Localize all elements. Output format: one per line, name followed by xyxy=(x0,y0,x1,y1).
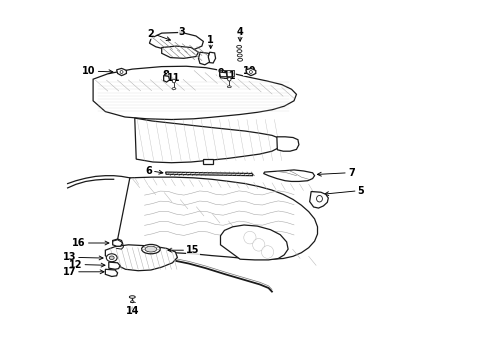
Ellipse shape xyxy=(172,79,175,83)
Polygon shape xyxy=(93,66,296,120)
Text: 7: 7 xyxy=(348,168,355,178)
Text: 6: 6 xyxy=(145,166,152,176)
Text: 3: 3 xyxy=(178,27,185,37)
Ellipse shape xyxy=(109,256,114,260)
Polygon shape xyxy=(162,46,198,58)
Ellipse shape xyxy=(106,254,117,262)
Ellipse shape xyxy=(172,88,176,90)
Ellipse shape xyxy=(227,77,231,81)
Ellipse shape xyxy=(237,54,242,57)
Polygon shape xyxy=(113,239,122,246)
Text: 12: 12 xyxy=(69,260,82,270)
Polygon shape xyxy=(135,118,282,163)
Ellipse shape xyxy=(237,45,242,48)
Polygon shape xyxy=(109,262,120,269)
Ellipse shape xyxy=(253,238,265,251)
Text: 16: 16 xyxy=(72,238,86,248)
Polygon shape xyxy=(246,68,256,76)
Ellipse shape xyxy=(145,246,157,252)
Polygon shape xyxy=(118,177,318,259)
Polygon shape xyxy=(117,68,126,76)
Polygon shape xyxy=(208,52,216,63)
Ellipse shape xyxy=(244,231,256,244)
Text: 17: 17 xyxy=(62,267,76,277)
Ellipse shape xyxy=(227,86,231,87)
Text: 13: 13 xyxy=(62,252,76,262)
Text: 4: 4 xyxy=(237,27,244,37)
Polygon shape xyxy=(164,76,170,82)
Polygon shape xyxy=(105,245,177,271)
Polygon shape xyxy=(198,52,212,65)
Polygon shape xyxy=(277,137,299,151)
Text: 14: 14 xyxy=(125,306,139,316)
Polygon shape xyxy=(220,225,288,260)
Ellipse shape xyxy=(130,301,134,302)
Text: 1: 1 xyxy=(207,35,214,45)
Polygon shape xyxy=(203,159,213,164)
Polygon shape xyxy=(105,269,118,276)
Ellipse shape xyxy=(317,195,322,202)
Ellipse shape xyxy=(120,71,123,73)
Text: 10: 10 xyxy=(243,66,257,76)
Text: 11: 11 xyxy=(222,71,236,81)
Ellipse shape xyxy=(262,246,274,258)
Ellipse shape xyxy=(238,58,243,61)
Polygon shape xyxy=(310,192,328,208)
Ellipse shape xyxy=(142,244,160,254)
Text: 8: 8 xyxy=(162,70,169,80)
Ellipse shape xyxy=(129,296,135,298)
Polygon shape xyxy=(166,172,253,176)
Text: 10: 10 xyxy=(82,66,96,76)
Text: 5: 5 xyxy=(358,186,365,196)
Polygon shape xyxy=(149,32,203,51)
Text: 11: 11 xyxy=(167,73,181,84)
Polygon shape xyxy=(220,72,227,78)
Text: 15: 15 xyxy=(186,245,200,255)
Polygon shape xyxy=(264,170,315,181)
Ellipse shape xyxy=(249,71,252,73)
Text: 9: 9 xyxy=(217,68,224,78)
Text: 2: 2 xyxy=(147,29,154,39)
Ellipse shape xyxy=(237,50,242,53)
